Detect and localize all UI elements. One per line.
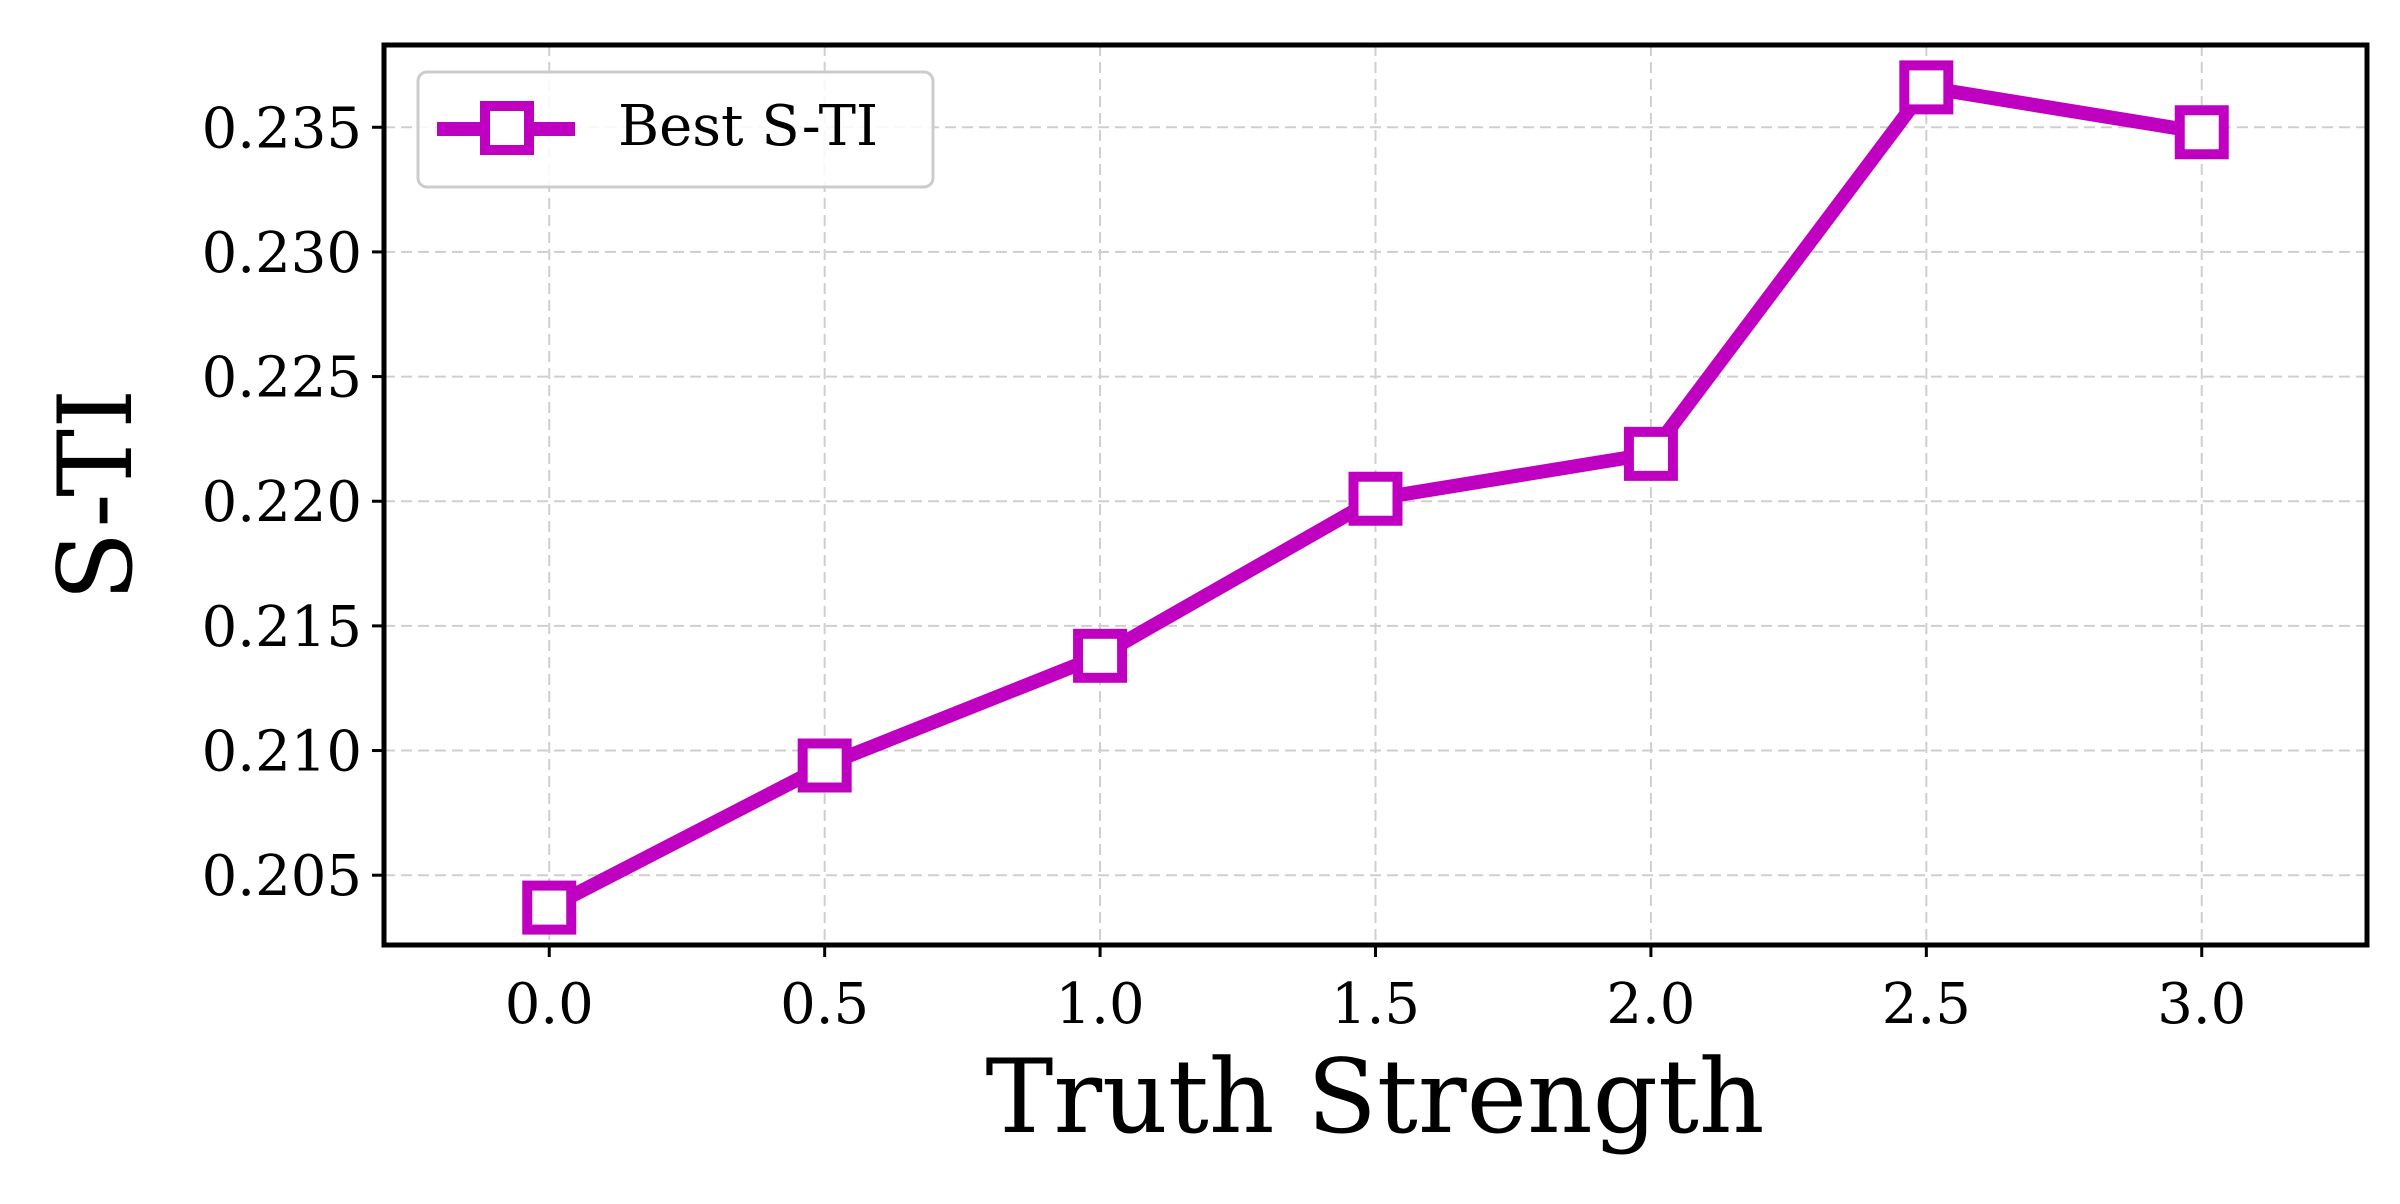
y-axis: 0.205 0.210 0.215 0.220 0.225 0.230 0.235 [202,96,384,909]
data-point-marker [1623,426,1678,481]
series-layer [522,60,2229,935]
y-tick-label: 0.230 [202,221,362,286]
legend-label-best-s-ti: Best S-TI [618,94,878,159]
x-tick-label: 1.0 [1056,972,1145,1037]
x-tick-label: 2.5 [1882,972,1971,1037]
data-point-marker [1899,60,1954,115]
data-point-marker [1073,628,1128,683]
y-tick-label: 0.225 [202,346,362,411]
data-point-marker [797,738,852,793]
data-point-marker [2174,105,2229,160]
x-tick-label: 3.0 [2157,972,2246,1037]
y-tick-label: 0.210 [202,720,362,785]
y-tick-label: 0.215 [202,595,362,660]
x-tick-label: 0.5 [780,972,869,1037]
y-tick-label: 0.220 [202,470,362,535]
data-point-marker [1348,471,1403,526]
x-axis: 0.0 0.5 1.0 1.5 2.0 2.5 3.0 [505,945,2246,1037]
y-tick-label: 0.205 [202,844,362,909]
legend-marker-swatch [480,101,534,155]
x-tick-label: 0.0 [505,972,594,1037]
legend-box [416,70,935,189]
y-axis-label: S-TI [37,389,156,602]
x-tick-label: 2.0 [1606,972,1695,1037]
legend: Best S-TI [416,70,935,189]
y-tick-label: 0.235 [202,96,362,161]
x-axis-label: Truth Strength [985,1038,1764,1157]
x-tick-label: 1.5 [1331,972,1420,1037]
data-point-marker [522,880,577,935]
